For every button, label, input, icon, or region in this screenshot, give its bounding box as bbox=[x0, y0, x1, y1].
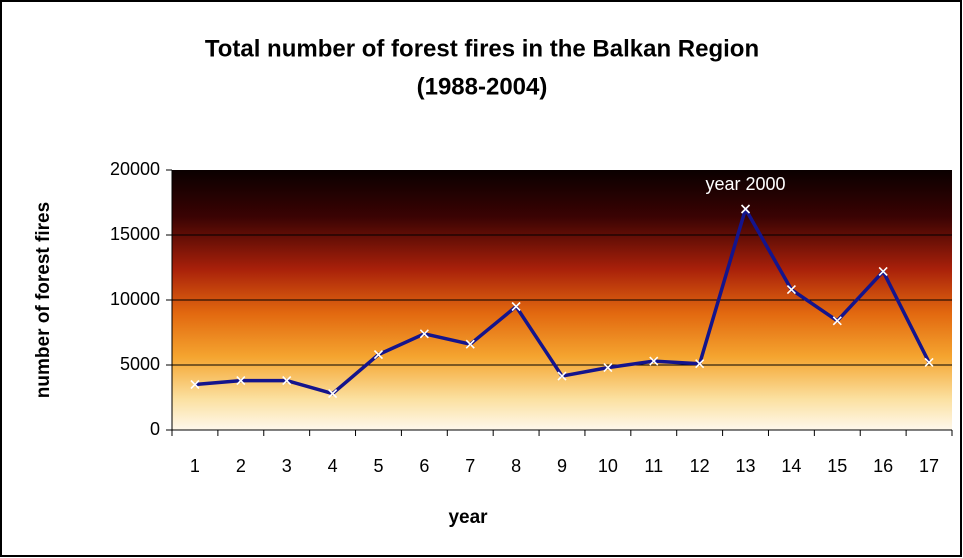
x-tick-label: 6 bbox=[419, 456, 429, 476]
x-tick-label: 16 bbox=[873, 456, 893, 476]
y-axis-title: number of forest fires bbox=[33, 202, 54, 398]
x-tick-label: 15 bbox=[827, 456, 847, 476]
chart: Total number of forest fires in the Balk… bbox=[0, 0, 963, 558]
x-tick-label: 11 bbox=[644, 456, 663, 476]
x-tick-label: 7 bbox=[465, 456, 475, 476]
x-tick-label: 2 bbox=[236, 456, 246, 476]
y-tick-label: 10000 bbox=[110, 289, 160, 309]
chart-title: (1988-2004) bbox=[417, 73, 548, 100]
x-tick-label: 5 bbox=[373, 456, 383, 476]
x-tick-label: 14 bbox=[781, 456, 801, 476]
y-tick-label: 0 bbox=[150, 419, 160, 439]
x-tick-label: 1 bbox=[190, 456, 200, 476]
y-tick-label: 15000 bbox=[110, 224, 160, 244]
x-tick-label: 12 bbox=[690, 456, 710, 476]
x-tick-label: 13 bbox=[736, 456, 756, 476]
x-tick-label: 9 bbox=[557, 456, 567, 476]
chart-title: Total number of forest fires in the Balk… bbox=[205, 35, 759, 62]
x-tick-label: 17 bbox=[919, 456, 939, 476]
x-tick-label: 4 bbox=[328, 456, 338, 476]
x-tick-label: 3 bbox=[282, 456, 292, 476]
annotation: year 2000 bbox=[705, 174, 785, 194]
x-axis-title: year bbox=[448, 507, 488, 528]
y-tick-label: 20000 bbox=[110, 159, 160, 179]
x-tick-label: 8 bbox=[511, 456, 521, 476]
x-tick-label: 10 bbox=[598, 456, 618, 476]
y-tick-label: 5000 bbox=[120, 354, 160, 374]
